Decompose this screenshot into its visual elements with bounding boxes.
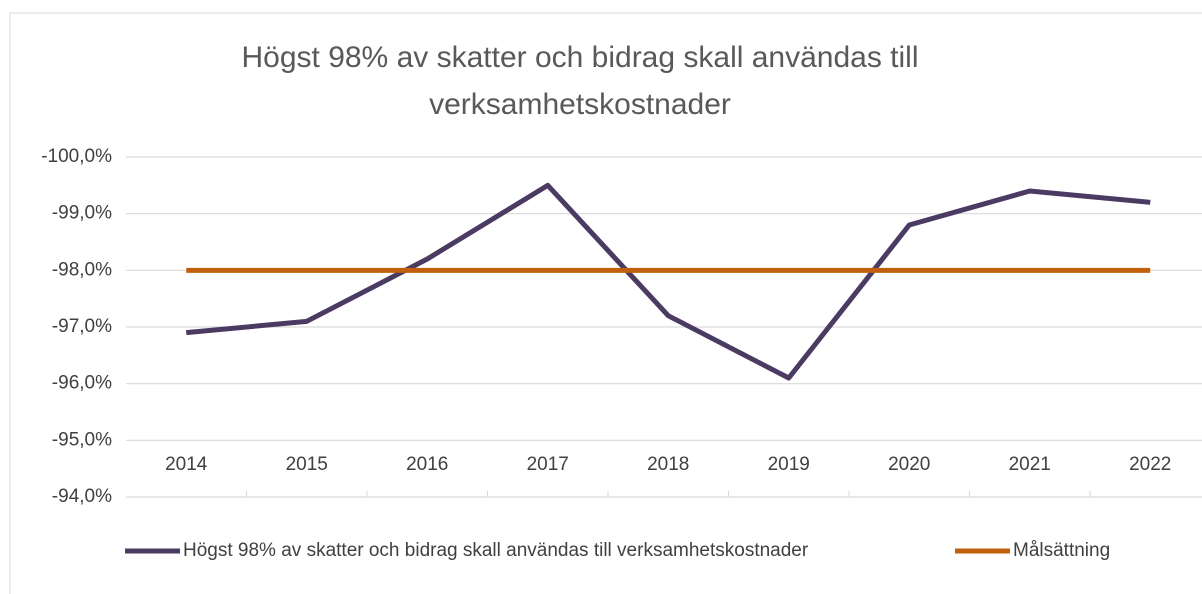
chart-title: Högst 98% av skatter och bidrag skall an… bbox=[241, 41, 919, 121]
x-tick-label: 2020 bbox=[888, 454, 930, 475]
legend-label: Högst 98% av skatter och bidrag skall an… bbox=[183, 540, 809, 561]
y-tick-label: -100,0% bbox=[41, 146, 112, 167]
x-tick-label: 2015 bbox=[286, 454, 328, 475]
x-tick-label: 2019 bbox=[768, 454, 810, 475]
x-tick-label: 2021 bbox=[1009, 454, 1051, 475]
x-tick-label: 2014 bbox=[165, 454, 208, 475]
y-tick-label: -98,0% bbox=[52, 259, 112, 280]
legend-label: Målsättning bbox=[1013, 540, 1110, 561]
x-tick-label: 2017 bbox=[527, 454, 569, 475]
y-tick-label: -94,0% bbox=[52, 486, 112, 507]
x-tick-label: 2016 bbox=[406, 454, 448, 475]
series-line bbox=[186, 182, 1151, 381]
chart-border bbox=[9, 12, 1202, 594]
y-tick-label: -95,0% bbox=[52, 429, 112, 450]
y-tick-label: -97,0% bbox=[52, 316, 112, 337]
x-tick-label: 2022 bbox=[1129, 454, 1171, 475]
x-tick-label: 2018 bbox=[647, 454, 689, 475]
y-tick-label: -96,0% bbox=[52, 373, 112, 394]
y-tick-label: -99,0% bbox=[52, 203, 112, 224]
